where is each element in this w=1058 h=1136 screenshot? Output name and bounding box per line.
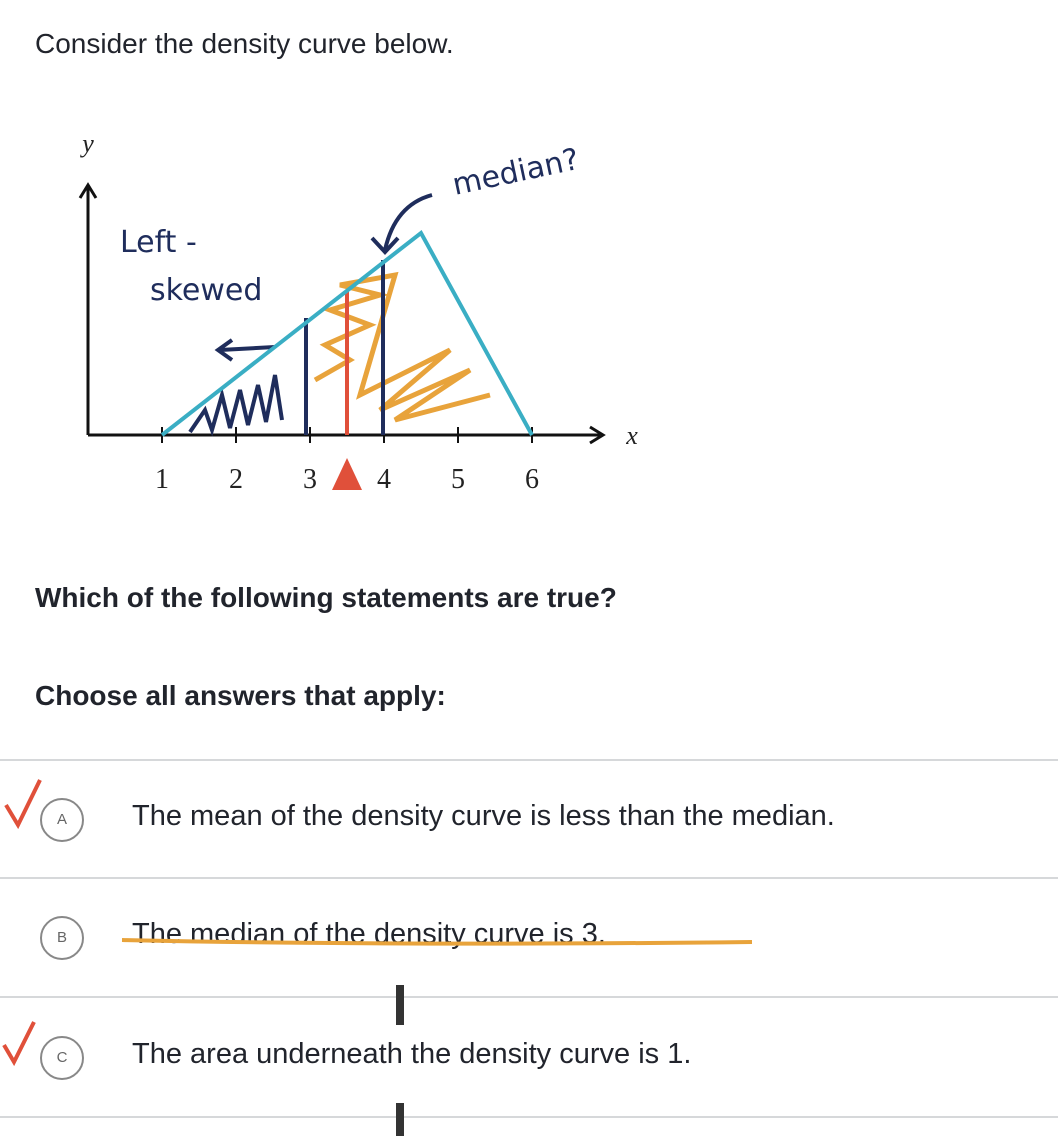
arrow-median — [370, 193, 433, 255]
separator — [0, 877, 1058, 879]
check-mark — [2, 1021, 36, 1067]
x-tick-label: 5 — [451, 464, 465, 495]
choice-letter[interactable]: B — [40, 916, 84, 960]
instruction: Choose all answers that apply: — [35, 680, 446, 711]
separator — [0, 1116, 1058, 1118]
figure: y x 1 2 3 4 5 6 Left - skewed median? — [78, 129, 638, 495]
x-arrow — [589, 425, 606, 445]
choice-text[interactable]: The median of the density curve is 3. — [132, 918, 606, 950]
shading-right — [313, 271, 491, 423]
annotation: Left - — [120, 225, 197, 260]
question: Which of the following statements are tr… — [35, 582, 617, 613]
choice-text[interactable]: The mean of the density curve is less th… — [132, 800, 835, 832]
x-tick-label: 6 — [525, 464, 539, 495]
x-axis-label: x — [625, 421, 638, 450]
x-tick-label: 4 — [377, 464, 391, 495]
annotation: median? — [449, 142, 582, 203]
annotation: skewed — [150, 273, 262, 308]
cursor — [396, 985, 404, 1025]
choice-letter[interactable]: A — [40, 798, 84, 842]
shading-left — [188, 374, 284, 437]
median-marker — [332, 458, 362, 490]
x-tick-label: 3 — [303, 464, 317, 495]
x-tick-label: 2 — [229, 464, 243, 495]
density-curve — [160, 229, 534, 437]
prompt: Consider the density curve below. — [35, 28, 454, 59]
choice-letter[interactable]: C — [40, 1036, 84, 1080]
choice-text[interactable]: The area underneath the density curve is… — [132, 1038, 692, 1070]
cursor — [396, 1103, 404, 1136]
separator — [0, 759, 1058, 761]
x-tick-label: 1 — [155, 464, 169, 495]
y-arrow — [78, 182, 98, 199]
separator — [0, 996, 1058, 998]
check-mark — [4, 779, 42, 830]
arrow-left — [214, 338, 276, 362]
y-axis-label: y — [79, 129, 94, 158]
